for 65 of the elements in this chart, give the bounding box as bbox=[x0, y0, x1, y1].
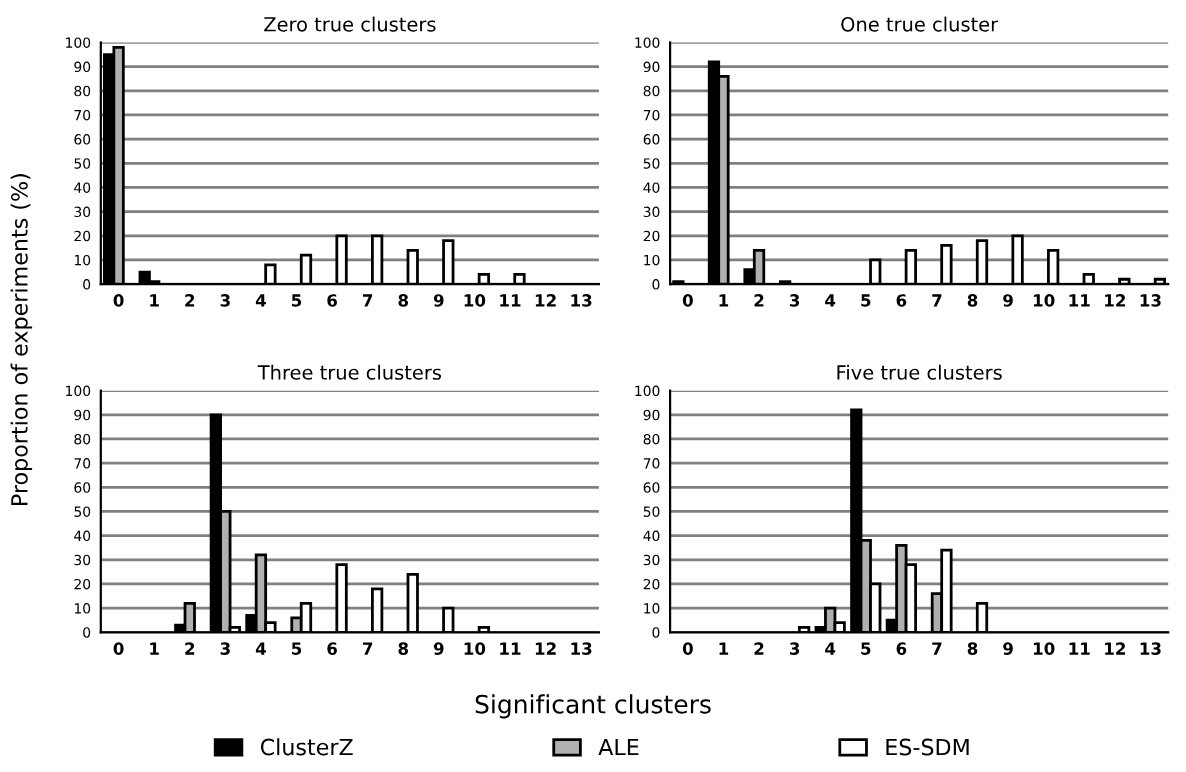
x-tick-label: 3 bbox=[789, 642, 800, 655]
x-tick-label: 2 bbox=[185, 294, 195, 307]
x-tick-label: 8 bbox=[967, 294, 978, 307]
x-tick-label: 4 bbox=[255, 642, 266, 655]
y-axis-title: Proportion of experiments (%) bbox=[10, 174, 33, 505]
legend-label: ClusterZ bbox=[260, 738, 353, 756]
x-tick-label: 4 bbox=[255, 294, 266, 307]
legend-label: ALE bbox=[598, 738, 639, 756]
x-tick-label: 4 bbox=[825, 294, 836, 307]
x-tick-label: 13 bbox=[1140, 294, 1161, 307]
x-tick-label: 12 bbox=[1105, 294, 1125, 307]
x-tick-label: 5 bbox=[861, 642, 871, 655]
x-tick-label: 10 bbox=[464, 294, 486, 307]
x-tick-label: 1 bbox=[150, 294, 159, 307]
x-tick-label: 1 bbox=[719, 294, 729, 307]
x-axis-title: Significant clusters bbox=[475, 694, 711, 719]
x-tick-label: 8 bbox=[967, 642, 978, 655]
x-tick-label: 6 bbox=[327, 642, 337, 655]
x-tick-label: 9 bbox=[433, 642, 444, 655]
x-tick-label: 3 bbox=[220, 294, 230, 307]
x-tick-label: 13 bbox=[1140, 642, 1161, 655]
x-tick-label: 11 bbox=[1069, 642, 1090, 655]
x-tick-label: 11 bbox=[1069, 294, 1090, 307]
x-tick-label: 12 bbox=[535, 294, 556, 307]
x-tick-label: 2 bbox=[185, 642, 195, 655]
x-tick-label: 11 bbox=[500, 294, 521, 307]
x-tick-label: 6 bbox=[327, 294, 337, 307]
x-tick-label: 5 bbox=[291, 294, 302, 307]
chart-title: Zero true clusters bbox=[264, 16, 436, 32]
x-tick-label: 1 bbox=[150, 642, 159, 655]
x-tick-label: 7 bbox=[932, 642, 942, 655]
legend-label: ES-SDM bbox=[886, 738, 969, 756]
x-tick-label: 12 bbox=[535, 642, 556, 655]
x-tick-label: 6 bbox=[896, 294, 907, 307]
x-tick-label: 7 bbox=[932, 294, 942, 307]
x-tick-label: 9 bbox=[1003, 642, 1013, 655]
x-tick-label: 3 bbox=[220, 642, 230, 655]
x-tick-label: 0 bbox=[113, 294, 124, 307]
x-tick-label: 11 bbox=[500, 642, 521, 655]
x-tick-label: 6 bbox=[896, 642, 907, 655]
x-tick-label: 7 bbox=[362, 642, 373, 655]
x-tick-label: 2 bbox=[754, 294, 764, 307]
x-tick-label: 9 bbox=[1003, 294, 1013, 307]
x-tick-label: 4 bbox=[825, 642, 836, 655]
x-tick-label: 10 bbox=[464, 642, 486, 655]
x-tick-label: 0 bbox=[113, 642, 124, 655]
x-tick-label: 12 bbox=[1105, 642, 1125, 655]
x-tick-label: 13 bbox=[571, 294, 592, 307]
x-tick-label: 5 bbox=[861, 294, 871, 307]
x-tick-label: 0 bbox=[682, 294, 693, 307]
chart-title: Five true clusters bbox=[837, 364, 1002, 380]
x-tick-label: 3 bbox=[789, 294, 800, 307]
x-tick-label: 13 bbox=[571, 642, 592, 655]
chart-title: One true cluster bbox=[841, 16, 999, 32]
x-tick-label: 10 bbox=[1033, 642, 1055, 655]
x-tick-label: 7 bbox=[362, 294, 373, 307]
chart-title: Three true clusters bbox=[257, 364, 442, 380]
x-tick-label: 1 bbox=[719, 642, 729, 655]
x-tick-label: 8 bbox=[398, 642, 408, 655]
x-tick-label: 10 bbox=[1033, 294, 1055, 307]
x-tick-label: 8 bbox=[398, 294, 408, 307]
x-tick-label: 9 bbox=[433, 294, 444, 307]
x-tick-label: 5 bbox=[291, 642, 302, 655]
x-tick-label: 0 bbox=[682, 642, 693, 655]
x-tick-label: 2 bbox=[754, 642, 764, 655]
